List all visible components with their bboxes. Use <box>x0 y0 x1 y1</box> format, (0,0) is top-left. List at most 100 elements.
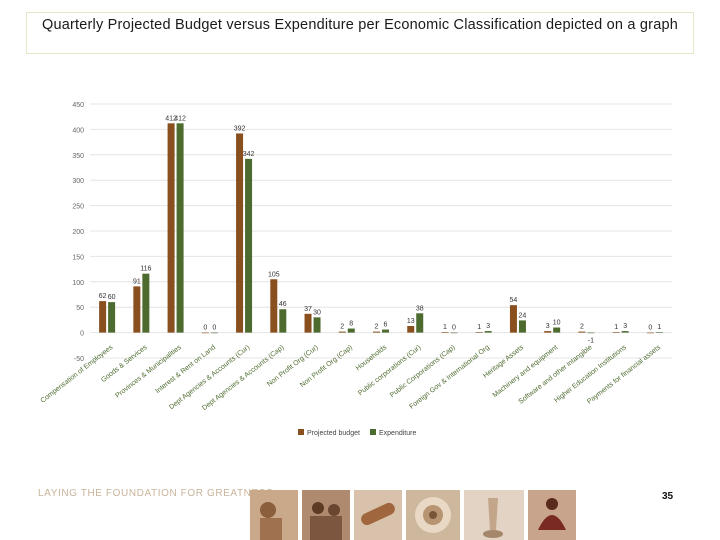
expenditure-bar <box>210 332 218 334</box>
data-label: 116 <box>140 266 151 273</box>
data-label: 412 <box>174 115 186 122</box>
expenditure-bar <box>108 302 116 333</box>
data-label: 2 <box>340 324 344 331</box>
category-label: Public corporations (Cur) <box>357 344 422 397</box>
data-label: 0 <box>203 325 207 332</box>
data-label: 30 <box>313 309 321 316</box>
legend-swatch-budget <box>298 429 304 435</box>
data-label: 1 <box>443 324 447 331</box>
budget-bar <box>338 331 346 333</box>
expenditure-bar <box>621 331 629 333</box>
category-label: Interest & Rent on Land <box>154 344 217 395</box>
expenditure-bar <box>450 332 458 334</box>
legend-swatch-expenditure <box>370 429 376 435</box>
data-label: 0 <box>212 325 216 332</box>
data-label: 412 <box>165 115 177 122</box>
budget-bar <box>646 332 654 334</box>
y-tick-label: 100 <box>72 280 84 287</box>
data-label: 91 <box>133 278 141 285</box>
y-tick-label: 50 <box>76 305 84 312</box>
data-label: 2 <box>375 324 379 331</box>
expenditure-bar <box>484 331 492 333</box>
expenditure-bar <box>553 327 561 333</box>
footer-photo-2 <box>302 490 350 540</box>
expenditure-bar <box>587 332 595 334</box>
data-label: 6 <box>384 322 388 329</box>
footer-photo-5 <box>464 490 524 540</box>
data-label: 24 <box>519 312 527 319</box>
y-tick-label: 300 <box>72 178 84 185</box>
data-label: 3 <box>486 323 490 330</box>
footer-photo-4 <box>406 490 460 540</box>
expenditure-bar <box>313 317 321 333</box>
category-label: Compensation of Employees <box>40 344 115 405</box>
category-label: Payments for financial assets <box>586 344 662 406</box>
category-label: Provinces & Municipalities <box>114 344 183 400</box>
y-tick-label: 250 <box>72 204 84 211</box>
budget-bar <box>304 313 312 333</box>
data-label: 3 <box>623 323 627 330</box>
expenditure-bar <box>142 273 150 333</box>
footer-photo-6 <box>528 490 576 540</box>
legend-label: Expenditure <box>379 430 416 437</box>
data-label: 13 <box>407 318 415 325</box>
data-label: 392 <box>234 125 246 132</box>
budget-bar <box>99 301 107 333</box>
footer-photo-3 <box>354 490 402 540</box>
budget-bar <box>509 305 517 333</box>
data-label: 54 <box>510 297 518 304</box>
data-label: 3 <box>546 323 550 330</box>
y-tick-label: -50 <box>74 356 84 363</box>
data-label: 342 <box>243 151 255 158</box>
data-label: 8 <box>349 321 353 328</box>
legend-label: Projected budget <box>307 430 360 437</box>
data-label: 46 <box>279 301 287 308</box>
expenditure-bar <box>279 309 287 333</box>
data-label: 62 <box>99 293 107 300</box>
data-label: 37 <box>304 306 312 313</box>
data-label: 0 <box>648 325 652 332</box>
page-number: 35 <box>662 491 674 502</box>
budget-bar <box>236 133 244 333</box>
budget-bar <box>167 123 175 333</box>
budget-bar <box>407 325 415 333</box>
data-label: 38 <box>416 305 424 312</box>
expenditure-bar <box>176 123 184 333</box>
data-label: 0 <box>452 325 456 332</box>
expenditure-bar <box>655 332 663 333</box>
budget-bar <box>373 331 380 333</box>
category-label: Machinery and equipment <box>492 344 560 399</box>
y-tick-label: 150 <box>72 254 84 261</box>
budget-bar <box>475 332 483 333</box>
data-label: -1 <box>588 338 594 345</box>
y-tick-label: 350 <box>72 153 84 160</box>
footer-photo-1 <box>250 490 298 540</box>
budget-bar <box>544 331 552 333</box>
expenditure-bar <box>382 329 389 333</box>
data-label: 2 <box>580 324 584 331</box>
footer-tagline: LAYING THE FOUNDATION FOR GREATNESS <box>38 488 274 499</box>
budget-bar <box>133 286 141 333</box>
page-title: Quarterly Projected Budget versus Expend… <box>26 12 694 54</box>
expenditure-bar <box>347 328 355 333</box>
data-label: 105 <box>268 271 280 278</box>
budget-bar <box>441 332 449 333</box>
y-tick-label: 0 <box>80 331 84 338</box>
data-label: 60 <box>108 294 116 301</box>
y-tick-label: 400 <box>72 127 84 134</box>
y-tick-label: 200 <box>72 229 84 236</box>
data-label: 1 <box>477 324 481 331</box>
budget-bar <box>201 332 209 334</box>
y-tick-label: 450 <box>72 102 84 109</box>
expenditure-bar <box>518 320 526 333</box>
data-label: 10 <box>553 320 561 327</box>
data-label: 1 <box>657 324 661 331</box>
expenditure-bar <box>245 158 253 333</box>
budget-bar <box>612 332 620 333</box>
category-label: Public Corporations (Cap) <box>389 344 457 399</box>
data-label: 1 <box>614 324 618 331</box>
expenditure-bar <box>416 313 424 333</box>
budget-bar <box>270 279 278 333</box>
budget-bar <box>578 331 586 333</box>
